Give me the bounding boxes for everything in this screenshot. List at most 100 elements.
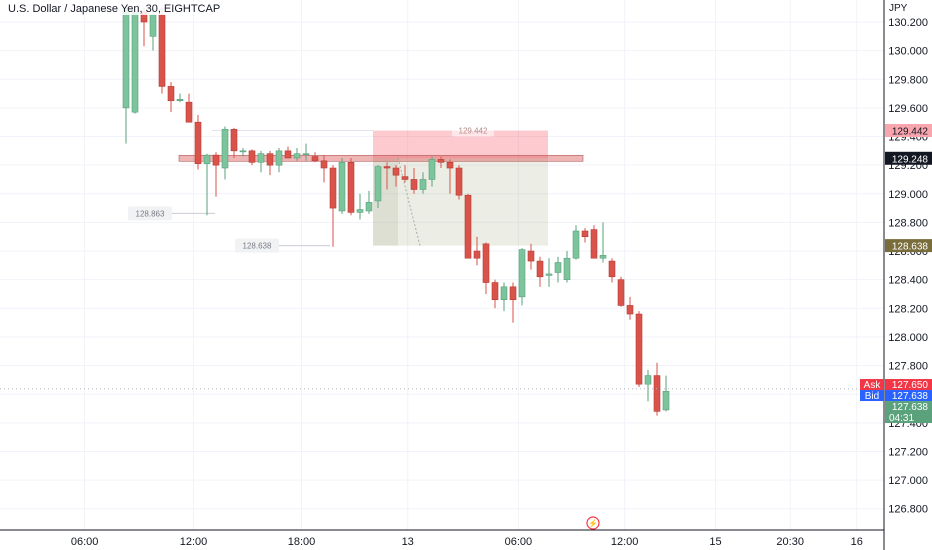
candle-body (599, 255, 607, 259)
candle-body (617, 279, 625, 306)
ask-tag-bg (860, 379, 884, 391)
candle-body (662, 391, 670, 411)
price-tick-label: 130.200 (888, 17, 928, 29)
candle (572, 225, 580, 260)
candle-body (176, 99, 184, 102)
candle-body (563, 257, 571, 280)
candle-body (536, 260, 544, 278)
candle-body (338, 161, 346, 212)
candle (428, 156, 436, 187)
candle-body (347, 161, 355, 213)
candle-body (491, 282, 499, 301)
candle (338, 157, 346, 214)
price-tick-label: 128.000 (888, 332, 928, 344)
candle (608, 258, 616, 283)
time-tick-label: 15 (709, 536, 721, 548)
candle-body (446, 161, 454, 169)
candle (185, 93, 193, 123)
level-label-1-bg (128, 206, 172, 221)
candle-body (257, 153, 265, 163)
candle (131, 7, 139, 114)
price-tick-label: 127.200 (888, 446, 928, 458)
candle (626, 296, 634, 320)
time-axis[interactable]: 06:00 12:00 18:00 13 06:00 12:00 15 20:30 16 (0, 529, 884, 548)
candle (527, 243, 535, 270)
candle-body (221, 129, 229, 169)
candle (266, 150, 274, 176)
candle (599, 222, 607, 263)
price-tag-lower-bg (885, 239, 932, 253)
candle-body (248, 150, 256, 163)
time-tick-label: 06:00 (71, 536, 99, 548)
candle (347, 157, 355, 216)
candle-body (554, 262, 562, 273)
candle (518, 248, 526, 306)
candle (464, 193, 472, 259)
ask-tag: Ask (864, 380, 882, 391)
candle-body (158, 14, 166, 87)
candle (374, 165, 382, 209)
candle (662, 375, 670, 412)
zone-top-label: 129.442 (459, 127, 488, 136)
candle-body (365, 202, 373, 212)
price-tag-line-bg (885, 151, 932, 165)
candle (176, 93, 184, 103)
candle (581, 228, 589, 243)
candle (257, 150, 265, 173)
candle (473, 236, 481, 266)
candle (455, 165, 463, 200)
candle-body (581, 230, 589, 238)
candle-body (428, 159, 436, 180)
price-tag-upper: 129.442 (892, 127, 929, 138)
candle (203, 153, 211, 216)
symbol-title[interactable]: U.S. Dollar / Japanese Yen, 30, EIGHTCAP (6, 3, 223, 15)
candle (383, 162, 391, 190)
time-tick-label: 20:30 (776, 536, 804, 548)
last-price: 127.638 (892, 402, 929, 413)
level-label-2: 128.638 (243, 242, 272, 251)
price-tick-label: 129.000 (888, 189, 928, 201)
candle (491, 279, 499, 309)
candle-body (374, 166, 382, 202)
time-tick-label: 12:00 (611, 536, 639, 548)
plot-area[interactable]: 129.442 128.863 128.638 ⚡ (0, 0, 884, 530)
candle-body (383, 166, 391, 169)
candle (284, 146, 292, 159)
time-tick-label: 13 (402, 536, 414, 548)
projection-line (397, 158, 421, 246)
time-tick-label: 16 (851, 536, 863, 548)
candle (536, 256, 544, 287)
price-tick-label: 129.600 (888, 103, 928, 115)
candle-body (644, 375, 652, 385)
candle (635, 311, 643, 388)
currency-label: JPY (889, 3, 908, 14)
price-tag-line: 129.248 (892, 154, 929, 165)
candle (437, 156, 445, 169)
candle (644, 369, 652, 402)
candle-body (311, 156, 319, 162)
candle-body (545, 273, 553, 276)
candle-body (455, 167, 463, 196)
candle (248, 149, 256, 166)
candle-body (329, 167, 337, 209)
price-tick-label: 128.400 (888, 275, 928, 287)
price-tick-label: 127.000 (888, 475, 928, 487)
candle (509, 282, 517, 323)
bar-countdown: 04:31 (889, 413, 914, 424)
level-label-2-bg (235, 238, 279, 253)
candle-body (167, 86, 175, 102)
candle-body (401, 176, 409, 180)
bid-price: 127.638 (892, 391, 929, 402)
candle-body (266, 153, 274, 166)
time-tick-label: 12:00 (180, 536, 208, 548)
candle (446, 159, 454, 194)
time-tick-label: 18:00 (288, 536, 316, 548)
level-label-1: 128.863 (136, 209, 165, 218)
candle (167, 82, 175, 113)
candle-body (293, 153, 301, 159)
candle (482, 242, 490, 294)
candle (500, 282, 508, 312)
candle-body (275, 150, 283, 166)
candle-body (482, 243, 490, 283)
